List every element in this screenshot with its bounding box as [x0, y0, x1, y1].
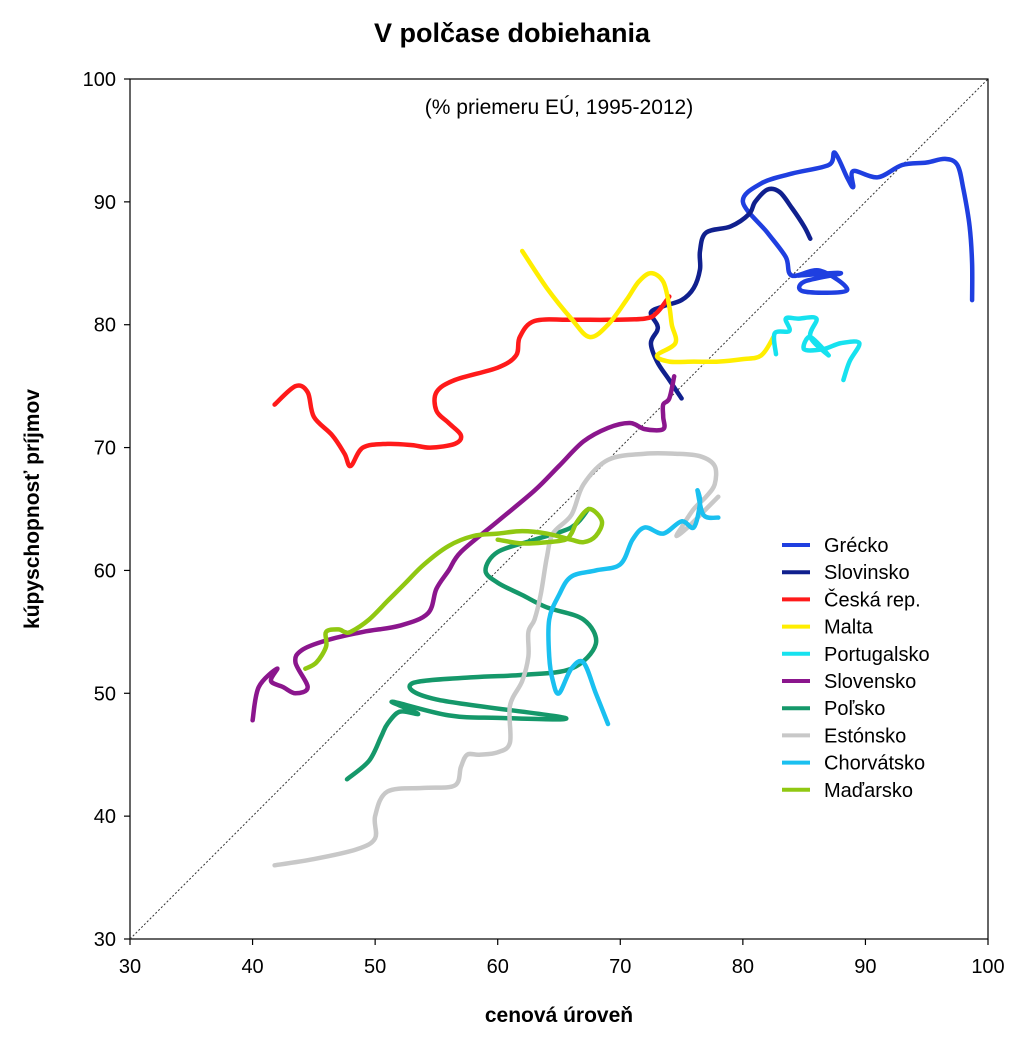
y-axis-label: kúpyschopnosť príjmov [21, 389, 44, 629]
series-line-8 [272, 450, 721, 868]
series-line-4 [519, 248, 776, 365]
y-tick-label: 50 [94, 683, 116, 705]
reference-line [129, 78, 989, 940]
y-tick-label: 70 [94, 438, 116, 460]
legend-label-9: Chorvátsko [824, 753, 925, 775]
diagonal-reference-line [129, 78, 989, 940]
legend-label-6: Slovensko [824, 671, 916, 693]
x-tick-label: 100 [971, 956, 1004, 978]
y-tick-label: 30 [94, 929, 116, 951]
series-line-6 [250, 374, 677, 723]
legend-label-5: Portugalsko [824, 644, 930, 666]
legend-label-2: Slovinsko [824, 562, 910, 584]
chart-subtitle: (% priemeru EÚ, 1995-2012) [424, 96, 694, 119]
legend-label-7: Poľsko [824, 698, 885, 720]
legend-label-4: Malta [824, 617, 874, 639]
series-line-10 [303, 506, 605, 671]
series-group [250, 150, 975, 868]
plot-frame [129, 78, 989, 940]
y-tick-label: 90 [94, 192, 116, 214]
y-tick-label: 60 [94, 560, 116, 582]
series-line-1 [740, 150, 975, 303]
series-line-3 [272, 294, 672, 469]
series-line-2 [648, 186, 813, 401]
chart-title: V polčase dobiehania [373, 18, 651, 48]
x-tick-label: 40 [241, 956, 263, 978]
y-tick-label: 100 [83, 69, 116, 91]
legend-label-8: Estónsko [824, 725, 906, 747]
x-tick-label: 50 [364, 956, 386, 978]
legend-label-3: Česká rep. [824, 588, 921, 611]
y-tick-label: 40 [94, 806, 116, 828]
legend-label-1: Grécko [824, 535, 888, 557]
x-tick-label: 80 [732, 956, 754, 978]
x-tick-label: 30 [119, 956, 141, 978]
series-line-7 [344, 506, 599, 782]
series-line-9 [546, 488, 721, 727]
x-tick-label: 60 [487, 956, 509, 978]
x-tick-label: 70 [609, 956, 631, 978]
x-axis-label: cenová úroveň [484, 1004, 634, 1027]
series-line-5 [771, 314, 862, 383]
axes: 30 40 50 60 70 80 90 100 30 40 50 60 70 80 90 100 [83, 69, 1005, 978]
x-tick-label: 90 [854, 956, 876, 978]
legend-label-10: Maďarsko [824, 780, 913, 802]
legend: Grécko Slovinsko Česká rep. Malta Portugalsk… [782, 535, 930, 802]
y-tick-label: 80 [94, 315, 116, 337]
